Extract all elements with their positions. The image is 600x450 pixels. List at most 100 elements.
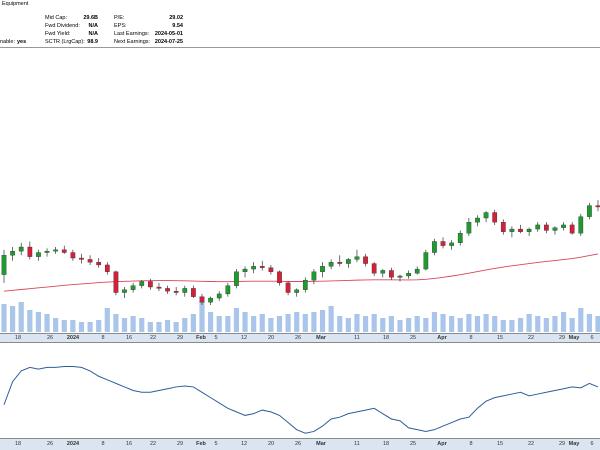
volume-bar [380,318,386,332]
candle-down [371,262,377,276]
indicator-pane[interactable] [0,343,600,438]
volume-bar [474,316,481,332]
volume-bar [294,312,300,332]
candle-body [337,262,343,264]
volume-bar [225,316,231,332]
date-tick-label-lower: 6 [590,441,594,447]
candle-body [225,285,231,295]
candle-body [147,281,153,288]
candle-down [268,264,274,275]
candle-body [199,296,205,303]
volume-bar [173,322,179,332]
volume-bar [569,318,575,332]
volume-bar [27,310,33,332]
indicator-chart-svg[interactable] [0,343,600,438]
date-tick-label-lower: 8 [469,441,473,447]
price-chart-pane[interactable] [0,48,600,334]
date-tick-label-upper: 8 [101,335,105,341]
volume-bar [78,322,85,332]
candle-body [10,250,15,256]
volume-bar [104,308,110,332]
candle-up [380,269,386,278]
candle-down [337,255,343,267]
volume-bar [70,320,76,332]
volume-bar [276,316,283,332]
indicator-polyline [3,365,599,434]
candle-body [561,224,566,228]
candle-up [397,274,403,282]
candle-down [165,285,170,294]
volume-bar [285,314,291,332]
candle-body [328,262,334,267]
stat-value-eps: 9.54 [172,23,183,29]
candle-up [216,291,222,301]
date-tick-label-lower: 18 [14,441,22,447]
candle-up [406,270,411,279]
date-tick-label-upper: 22 [149,335,157,341]
date-tick-label-upper: 22 [527,335,535,341]
volume-bar [242,312,248,332]
candle-body [268,267,274,272]
candle-up [509,226,515,238]
candle-body [113,271,119,293]
stat-value-last-earnings: 2024-05-01 [154,31,183,37]
volume-bar [500,320,506,332]
date-tick-label-lower: 12 [240,441,248,447]
candle-body [156,286,162,289]
candle-down [199,293,205,305]
volume-bar [423,318,429,332]
volume-bar [139,318,145,332]
volume-bar [53,318,59,332]
volume-bar [595,316,600,332]
date-tick-label-lower: 22 [149,441,157,447]
candle-body [354,256,360,260]
price-chart-svg[interactable] [0,48,600,333]
candle-body [475,217,480,223]
candle-body [457,233,463,244]
stat-value-fwd-yield: N/A [88,31,98,37]
date-tick-label-upper: 15 [496,335,504,341]
candle-body [526,228,532,232]
date-tick-label-lower: 8 [101,441,105,447]
candle-down [147,278,153,290]
volume-bar [1,304,7,332]
volume-bar [164,320,171,332]
volume-bar [130,316,136,332]
candle-body [466,222,472,234]
moving-average-line [3,253,599,292]
volume-bar [182,318,188,332]
candle-up [182,285,188,297]
candle-body [311,271,317,281]
date-tick-label-upper: 26 [46,335,54,341]
date-tick-label-upper: 18 [382,335,390,341]
volume-bar [259,314,265,332]
candle-body [449,242,455,246]
volume-bar [492,316,498,332]
volume-bar [449,316,455,332]
candle-body [251,266,256,270]
candle-body [130,285,136,290]
volume-bar [362,316,369,332]
candle-body [500,222,506,232]
candle-up [130,282,136,293]
date-tick-label-upper: 2024 [66,335,80,341]
date-tick-label-lower: 22 [527,441,535,447]
date-axis-lower: 18 26 2024 8 16 22 29 Feb 5 12 20 26 Mar 11 18 25 Apr 8 15… [0,438,600,450]
candle-up [578,213,584,236]
candle-up [457,230,463,246]
date-tick-label-upper: Feb [196,335,206,341]
volume-bars [1,302,600,332]
candle-down [363,253,368,267]
candle-body [320,266,325,272]
candle-down [104,262,110,275]
volume-bar [190,314,196,332]
candle-body [363,256,368,264]
volume-bar [466,314,472,332]
moving-average [3,253,599,292]
stock-info-panel: Equipment Mid Cap: 29.6B Fwd Dividend: N… [0,0,600,48]
date-tick-label-lower: May [568,441,580,447]
candle-body [44,250,50,253]
candle-body [552,227,558,231]
volume-bar [156,322,162,332]
candle-down [492,209,498,225]
